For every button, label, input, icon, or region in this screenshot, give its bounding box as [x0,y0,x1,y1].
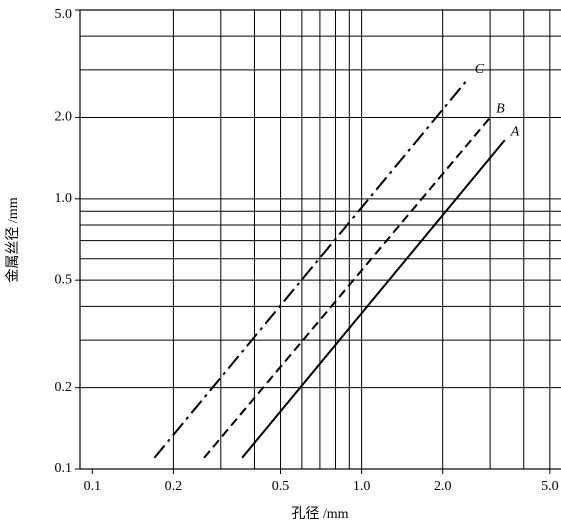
y-tick-label: 2.0 [55,110,73,125]
y-tick-label: 0.5 [55,272,73,287]
series-line [153,77,470,459]
x-tick-label: 0.1 [84,479,102,494]
x-tick-label: 1.0 [353,479,371,494]
series-line [203,116,491,459]
series-line [241,139,506,459]
x-tick-label: 2.0 [434,479,452,494]
x-axis-title: 孔径 /mm [291,506,348,522]
y-tick-label: 0.1 [55,461,73,476]
series-label: A [510,124,520,139]
x-tick-label: 0.5 [272,479,290,494]
y-tick-label: 1.0 [55,191,73,206]
x-tick-label: 0.2 [165,479,183,494]
y-axis-title: 金属丝径 /mm [5,197,21,282]
series-label: B [496,102,505,117]
y-tick-label: 5.0 [55,7,73,22]
x-tick-label: 5.0 [541,479,559,494]
plot-frame [79,9,561,470]
y-tick-label: 0.2 [55,380,73,395]
series-label: C [475,62,485,77]
